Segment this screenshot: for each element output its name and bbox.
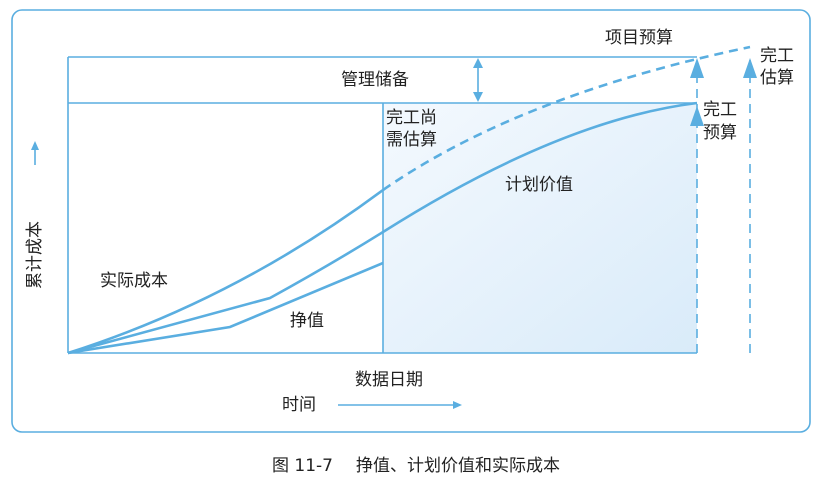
management-reserve: 管理储备	[341, 70, 409, 90]
eac-line	[382, 45, 751, 192]
bac-label: 预算	[703, 123, 737, 143]
y-axis-label: 累计成本	[25, 221, 45, 289]
frame	[11, 9, 811, 433]
eac-label: 完工	[760, 46, 794, 66]
etc-area	[383, 103, 697, 353]
project-budget: 项目预算	[605, 28, 673, 48]
caption-figure: 图 11-7	[272, 456, 333, 476]
actual-cost: 实际成本	[100, 271, 168, 291]
data-date: 数据日期	[355, 370, 423, 390]
curves	[67, 45, 751, 355]
planned-value: 计划价值	[505, 175, 573, 195]
etc-label: 需估算	[386, 130, 437, 150]
markers	[31, 58, 757, 409]
x-axis-label: 时间	[282, 395, 316, 415]
earned-value: 挣值	[290, 311, 324, 331]
eac-label: 估算	[760, 68, 794, 88]
actual-cost-line	[67, 188, 384, 355]
bac-label: 完工	[703, 100, 737, 120]
etc-label: 完工尚	[386, 108, 437, 128]
caption-title: 挣值、计划价值和实际成本	[356, 456, 560, 476]
boxes	[67, 56, 697, 354]
earned-value-line	[67, 261, 384, 355]
planned-value-line	[67, 101, 698, 355]
